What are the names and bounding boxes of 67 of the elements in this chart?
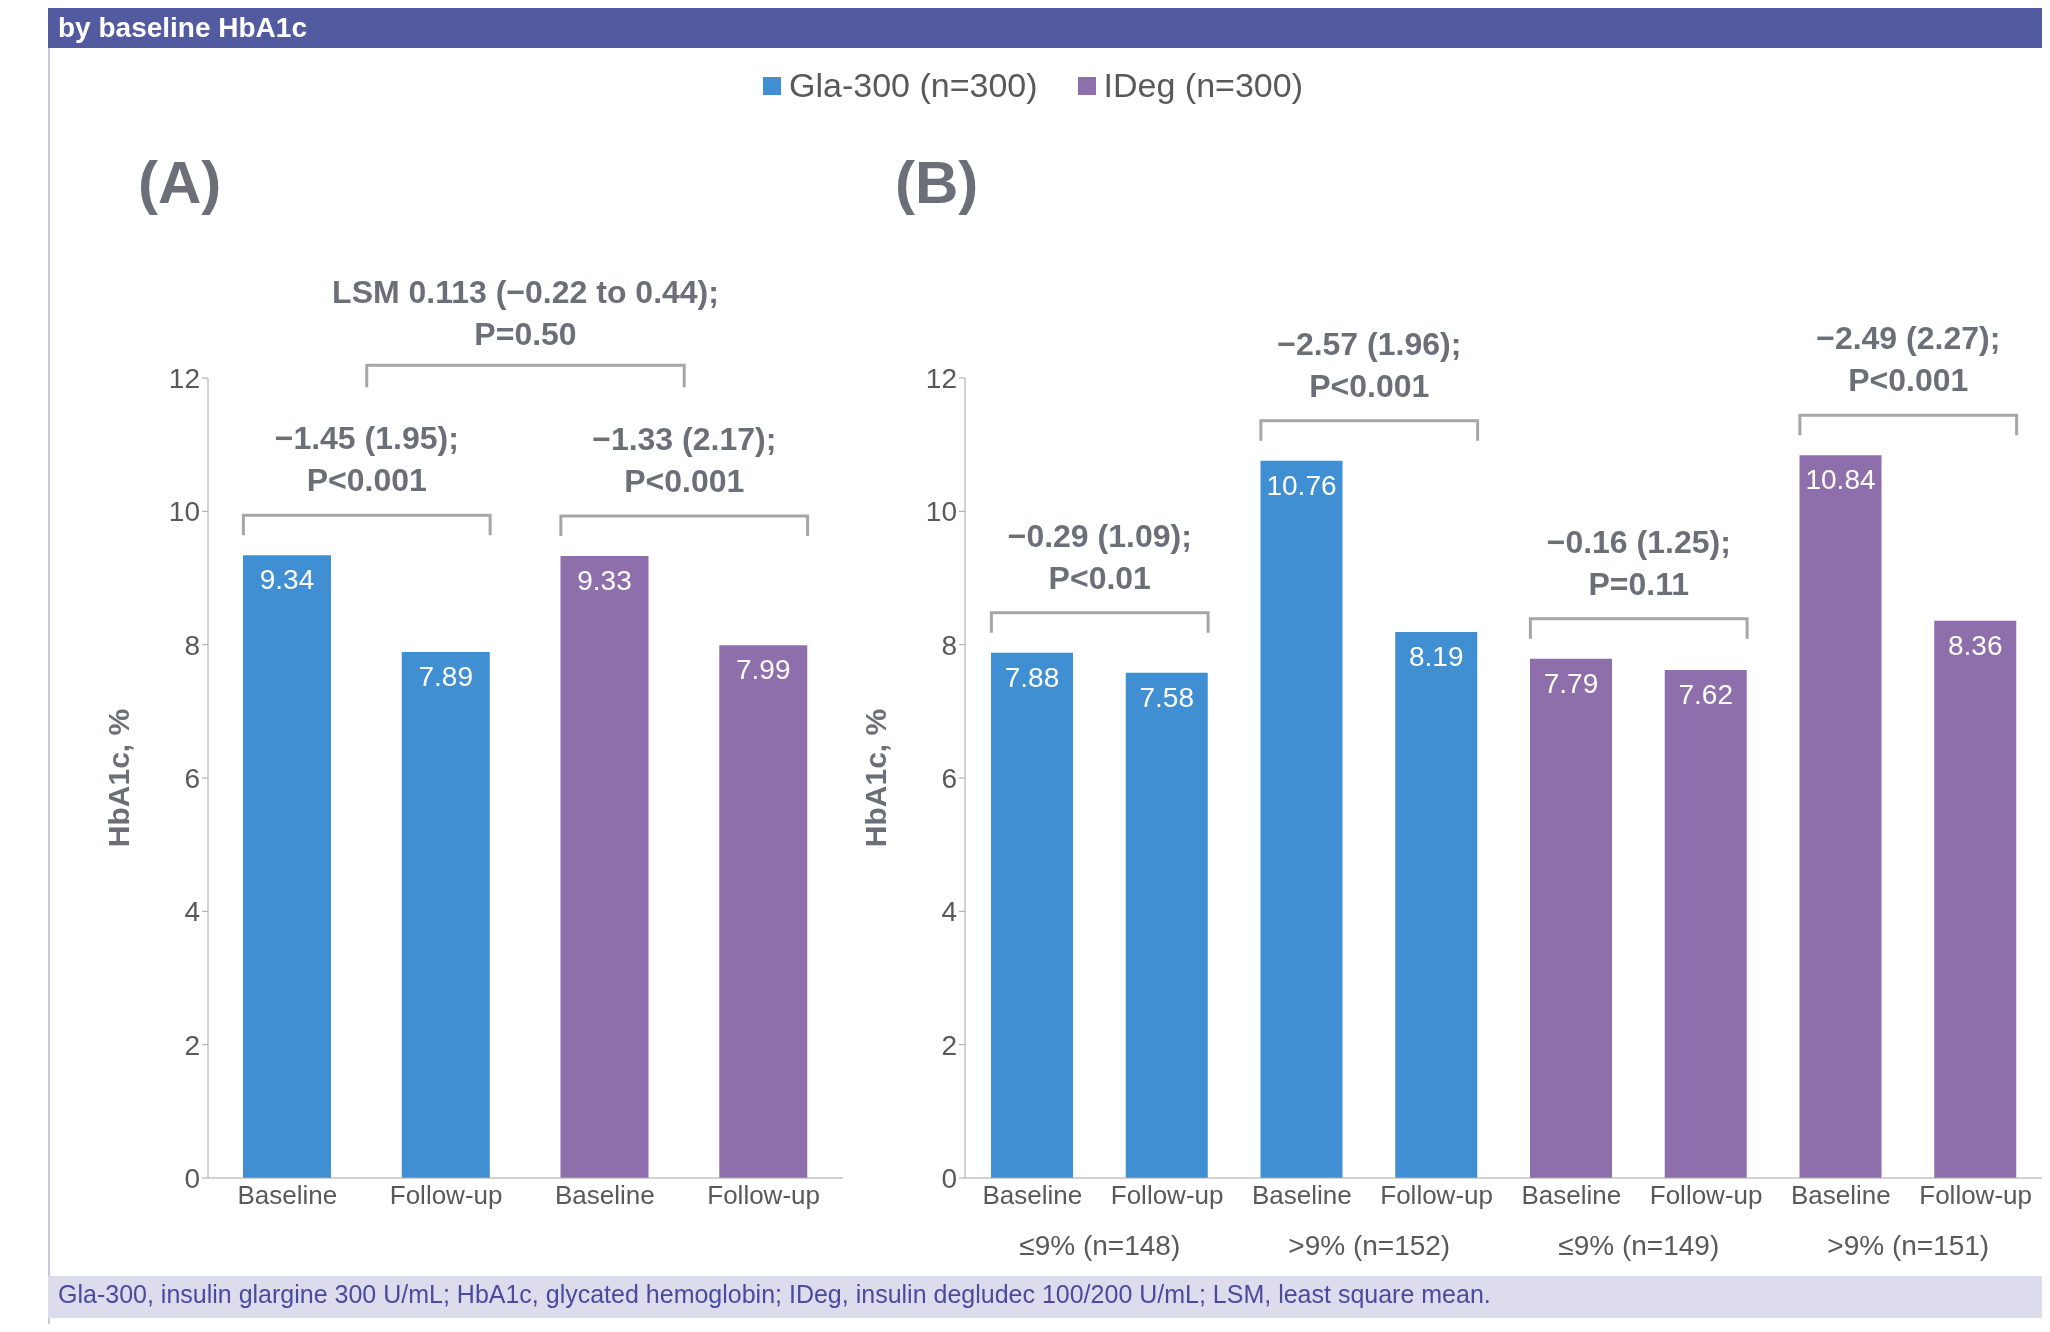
data-label: 9.33 [577, 564, 632, 596]
data-label: 8.19 [1409, 640, 1464, 672]
bar [719, 645, 808, 1178]
text: Gla-300, insulin glargine 300 U/mL; HbA1c, glycated hemoglobin; IDeg, insulin degludec 100/200 U/mL; LSM, least square mean. [58, 1280, 1491, 1309]
bar [1125, 672, 1208, 1178]
text: by baseline HbA1c [58, 11, 307, 45]
x-tick-label: Baseline [1521, 1180, 1622, 1211]
y-tick-label: 0 [941, 1162, 957, 1194]
y-tick-label: 6 [184, 762, 200, 794]
legend-label: IDeg (n=300) [1103, 66, 1303, 105]
y-tick-label: 8 [941, 629, 957, 661]
annotation: −0.29 (1.09); P<0.01 [1006, 517, 1193, 598]
bar [560, 556, 649, 1178]
y-tick-label: 4 [184, 896, 200, 928]
bar [243, 555, 331, 1178]
data-label: 10.76 [1266, 469, 1337, 501]
annotation: −2.57 (1.96); P<0.001 [1276, 324, 1463, 406]
bar [1664, 670, 1747, 1178]
annotation: −0.16 (1.25); P=0.11 [1545, 522, 1732, 604]
x-tick-label: Follow-up [1380, 1180, 1493, 1211]
y-tick-label: 10 [168, 496, 200, 528]
y-tick-label: 8 [184, 629, 200, 661]
x-tick-label: Baseline [555, 1180, 655, 1211]
y-tick-label: 0 [184, 1162, 200, 1194]
annotation: −1.33 (2.17); P<0.001 [591, 420, 778, 501]
data-label: 8.36 [1948, 629, 2003, 661]
data-label: 7.89 [418, 660, 473, 692]
x-tick-label: Follow-up [1649, 1180, 1763, 1211]
data-label: 7.99 [736, 654, 791, 686]
bar [1395, 632, 1478, 1178]
text: LSM 0.113 (−0.22 to 0.44); P=0.50 [331, 273, 720, 355]
legend-label: Gla-300 (n=300) [789, 66, 1038, 105]
data-label: 7.58 [1139, 681, 1194, 713]
bar [401, 652, 490, 1178]
data-label: 10.84 [1805, 464, 1876, 496]
y-tick-label: 2 [941, 1029, 957, 1061]
bar [1260, 460, 1343, 1178]
data-label: 7.62 [1678, 678, 1733, 710]
y-tick-label: 10 [925, 496, 957, 528]
y-tick-label: 2 [184, 1029, 200, 1061]
chart-title: (A) [138, 148, 222, 217]
x-tick-label: Baseline [237, 1180, 338, 1211]
data-label: 7.79 [1543, 667, 1599, 699]
y-tick-label: 12 [925, 362, 957, 394]
text: >9% (n=152) [1287, 1230, 1452, 1262]
y-tick-label: 6 [941, 762, 957, 794]
bar [1934, 620, 2017, 1178]
annotation: −2.49 (2.27); P<0.001 [1815, 319, 2002, 401]
data-label: 7.88 [1004, 661, 1060, 693]
chart-title: (B) [895, 148, 979, 217]
x-tick-label: Baseline [982, 1180, 1083, 1211]
text: ≤9% (n=148) [1018, 1230, 1182, 1262]
y-tick-label: 4 [941, 896, 957, 928]
x-tick-label: Follow-up [1110, 1180, 1224, 1211]
y-tick-label: 12 [168, 362, 200, 394]
bar [1530, 658, 1612, 1178]
bar [991, 652, 1073, 1178]
annotation: −1.45 (1.95); P<0.001 [273, 419, 460, 499]
text: >9% (n=151) [1826, 1230, 1991, 1262]
x-tick-label: Baseline [1791, 1180, 1891, 1211]
x-tick-label: Follow-up [707, 1180, 820, 1211]
text: ≤9% (n=149) [1557, 1230, 1721, 1262]
x-tick-label: Baseline [1252, 1180, 1352, 1211]
bar [1799, 455, 1882, 1178]
data-label: 9.34 [259, 564, 315, 596]
x-tick-label: Follow-up [1919, 1180, 2032, 1211]
x-tick-label: Follow-up [389, 1180, 503, 1211]
